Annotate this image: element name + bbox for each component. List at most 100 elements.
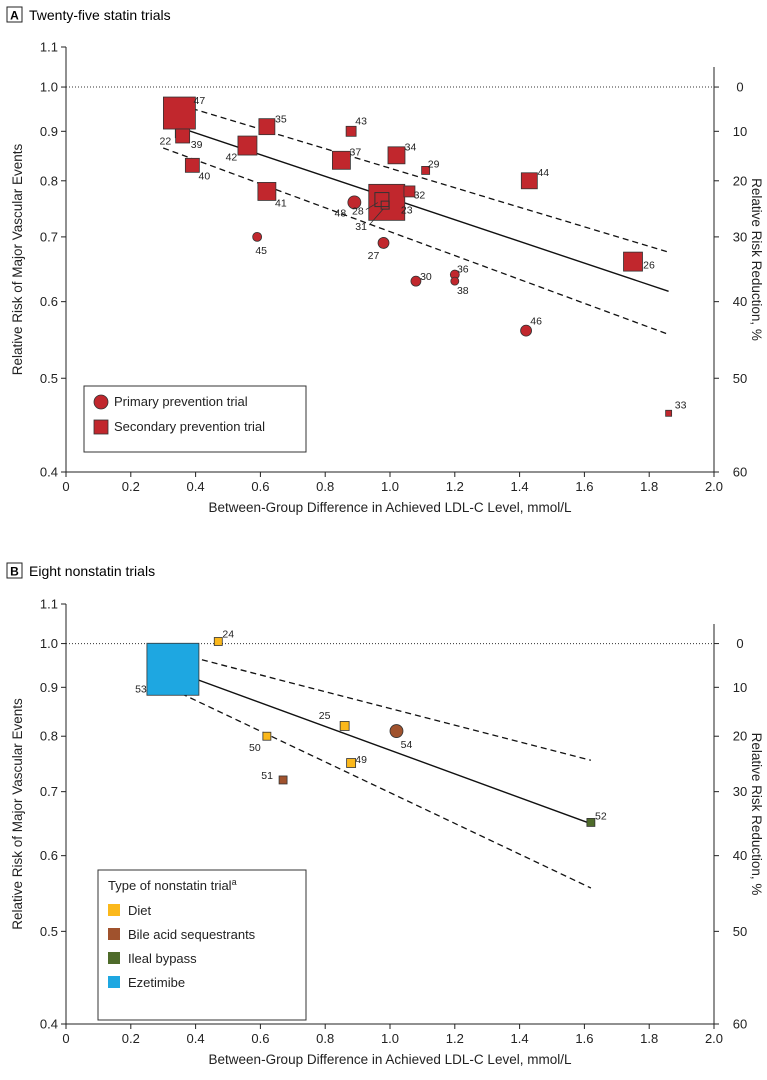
y2-tick-label: 40 <box>733 294 747 309</box>
trial-label-25: 25 <box>319 710 331 722</box>
legend-item-ezetimibe-label: Ezetimibe <box>128 975 185 990</box>
trial-point-47 <box>162 96 196 130</box>
trial-label-53: 53 <box>135 683 147 695</box>
trial-label-46: 46 <box>530 316 542 328</box>
trial-label-30: 30 <box>420 271 432 283</box>
trial-point-42 <box>237 135 258 156</box>
trial-label-45: 45 <box>255 245 267 257</box>
trial-label-41: 41 <box>275 197 287 209</box>
x-tick-label: 1.4 <box>511 1031 529 1046</box>
trial-label-22: 22 <box>160 136 172 148</box>
x-tick-label: 1.2 <box>446 479 464 494</box>
trial-label-49: 49 <box>355 754 367 766</box>
trial-label-26: 26 <box>643 260 655 272</box>
trial-point-45 <box>252 231 263 242</box>
y-tick-label: 0.5 <box>40 924 58 939</box>
y2-tick-label: 10 <box>733 124 747 139</box>
y2-tick-label: 60 <box>733 1017 747 1032</box>
leader-line-31 <box>368 208 384 226</box>
y2-tick-label: 40 <box>733 848 747 863</box>
x-tick-label: 0.6 <box>251 1031 269 1046</box>
y2-tick-label: 30 <box>733 229 747 244</box>
trial-point-31 <box>380 200 390 210</box>
y2-tick-label: 20 <box>733 173 747 188</box>
x-tick-label: 0.4 <box>187 1031 205 1046</box>
trial-label-50: 50 <box>249 742 261 754</box>
legend-item-diet-swatch <box>108 904 120 916</box>
y2-tick-label: 10 <box>733 680 747 695</box>
y-tick-label: 0.6 <box>40 848 58 863</box>
trial-point-44 <box>520 172 538 190</box>
trial-point-24 <box>213 637 223 646</box>
legend-item-primary-prevention-trial-swatch <box>93 394 109 410</box>
trial-label-34: 34 <box>405 141 417 153</box>
x-tick-label: 0.4 <box>187 479 205 494</box>
x-tick-label: 1.0 <box>381 1031 399 1046</box>
trial-label-54: 54 <box>401 739 413 751</box>
y-tick-label: 1.0 <box>40 636 58 651</box>
panel-title: Eight nonstatin trials <box>29 563 155 579</box>
trial-label-24: 24 <box>222 629 234 641</box>
panel-letter: B <box>10 565 19 579</box>
panel-letter-box <box>6 562 23 579</box>
trial-point-54 <box>389 724 404 738</box>
panel-title: Twenty-five statin trials <box>29 7 171 23</box>
trial-label-35: 35 <box>275 114 287 126</box>
y2-tick-label: 50 <box>733 371 747 386</box>
trial-label-28: 28 <box>352 206 364 218</box>
legend-item-bile-acid-sequestrants-swatch <box>108 928 120 940</box>
trial-label-23: 23 <box>401 204 413 216</box>
trial-label-51: 51 <box>261 770 273 782</box>
trial-point-30 <box>410 275 422 287</box>
x-tick-label: 1.2 <box>446 1031 464 1046</box>
trial-point-46 <box>520 324 532 337</box>
legend-item-ileal-bypass-swatch <box>108 952 120 964</box>
panel-b-nonstatin-trials: B Eight nonstatin trials 0.4 0.5 0.6 0.7 0.8 0.… <box>6 562 764 1067</box>
y-tick-label: 0.7 <box>40 784 58 799</box>
y2-axis-label: Relative Risk Reduction, % <box>749 178 764 341</box>
x-tick-label: 1.0 <box>381 479 399 494</box>
trial-label-40: 40 <box>199 170 211 182</box>
trial-point-28 <box>374 192 390 208</box>
y-tick-label: 0.6 <box>40 294 58 309</box>
y2-tick-label: 0 <box>736 636 743 651</box>
x-tick-label: 0.2 <box>122 479 140 494</box>
y2-tick-label: 30 <box>733 784 747 799</box>
y-axis-label: Relative Risk of Major Vascular Events <box>10 698 25 930</box>
trial-point-52 <box>586 818 596 827</box>
x-tick-label: 1.6 <box>575 1031 593 1046</box>
regression-line <box>162 666 592 825</box>
trial-label-47: 47 <box>194 95 206 107</box>
trial-point-35 <box>258 118 276 136</box>
legend-item-diet-label: Diet <box>128 903 152 918</box>
trial-label-33: 33 <box>675 399 687 411</box>
x-axis-label: Between-Group Difference in Achieved LDL… <box>209 500 572 515</box>
trial-label-43: 43 <box>355 115 367 127</box>
y-tick-label: 0.8 <box>40 729 58 744</box>
trial-point-26 <box>623 251 643 272</box>
legend-box <box>97 869 307 1021</box>
trial-point-41 <box>257 182 277 201</box>
trial-point-34 <box>387 146 406 165</box>
legend-item-secondary-prevention-trial-label: Secondary prevention trial <box>114 419 265 434</box>
y-tick-label: 0.5 <box>40 371 58 386</box>
y2-tick-label: 50 <box>733 924 747 939</box>
trial-label-44: 44 <box>537 167 549 179</box>
legend-item-ileal-bypass-label: Ileal bypass <box>128 951 197 966</box>
trial-label-31: 31 <box>355 221 367 233</box>
y2-tick-label: 60 <box>733 465 747 480</box>
x-tick-label: 1.8 <box>640 479 658 494</box>
trial-point-25 <box>339 721 350 731</box>
y-tick-label: 1.0 <box>40 80 58 95</box>
trial-point-40 <box>184 157 200 173</box>
trial-point-32 <box>403 185 416 198</box>
x-tick-label: 0.8 <box>316 1031 334 1046</box>
y-tick-label: 0.8 <box>40 173 58 188</box>
y2-axis-label: Relative Risk Reduction, % <box>749 733 764 896</box>
trial-point-51 <box>278 775 288 785</box>
x-tick-label: 0 <box>62 1031 69 1046</box>
y2-tick-label: 0 <box>736 80 743 95</box>
trial-label-39: 39 <box>191 139 203 151</box>
legend-title: Type of nonstatin triala <box>108 877 237 893</box>
legend-box <box>83 385 307 453</box>
